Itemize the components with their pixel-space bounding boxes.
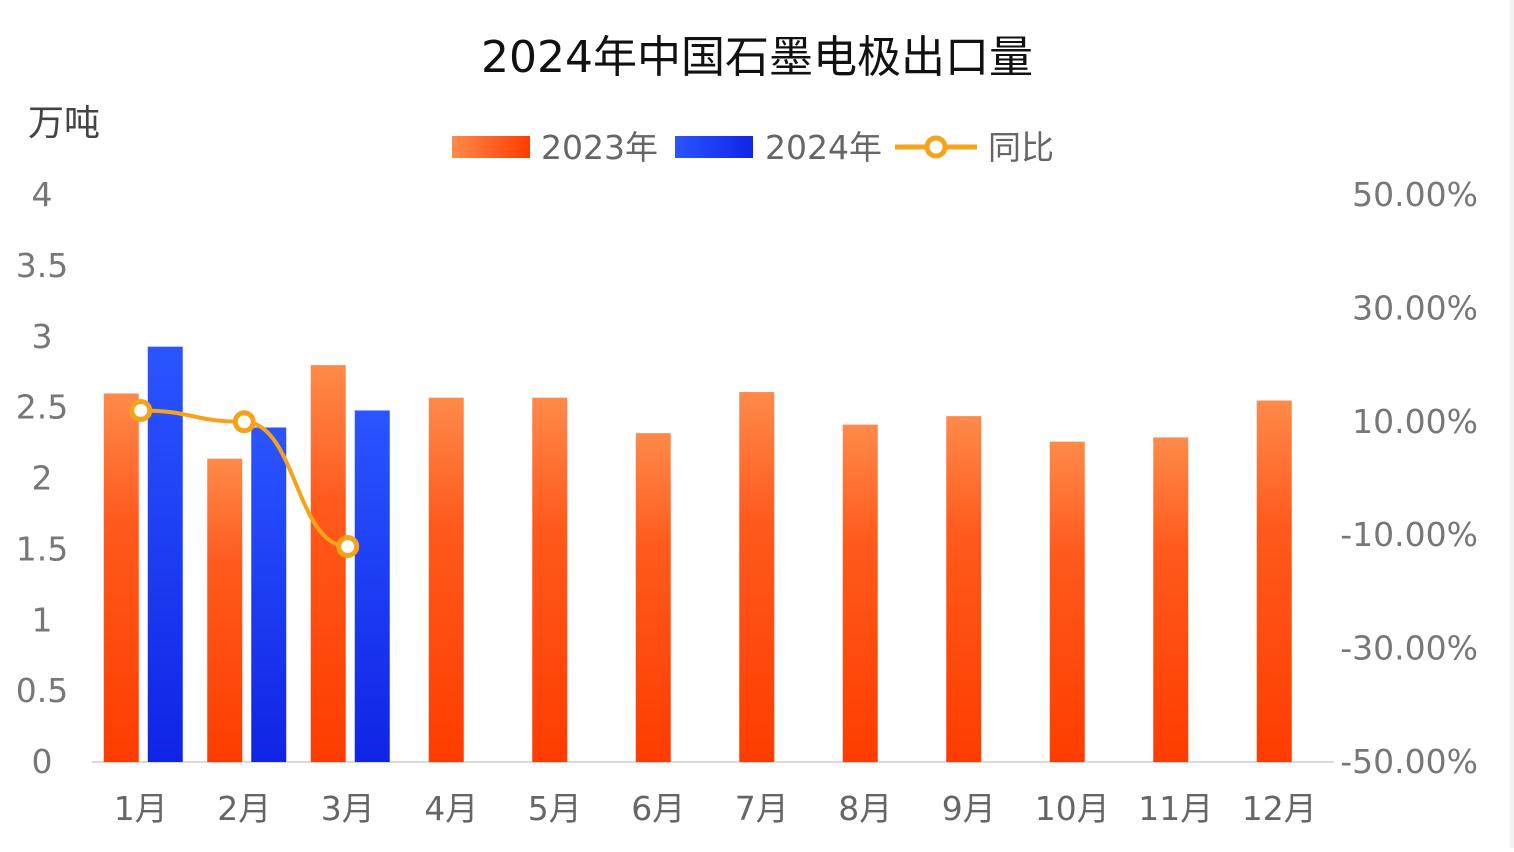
x-tick-label: 11月 (1138, 789, 1213, 828)
chart-title: 2024年中国石墨电极出口量 (481, 32, 1033, 83)
bar-2023 (739, 392, 775, 762)
y-right-axis: -50.00% -30.00% -10.00% 10.00% 30.00% 50.00% (1340, 175, 1478, 781)
bar-2023 (207, 458, 243, 762)
y-left-tick-label: 2.5 (16, 388, 68, 427)
y-left-axis: 0 0.5 1 1.5 2 2.5 3 3.5 4 (16, 175, 68, 781)
yoy-point (336, 535, 360, 559)
bar-2023 (635, 433, 671, 762)
x-tick-label: 2月 (217, 789, 271, 828)
y-left-tick-label: 2 (32, 459, 53, 498)
x-tick-label: 8月 (838, 789, 892, 828)
bar-2023 (1256, 400, 1292, 762)
legend-swatch-2023 (452, 136, 530, 158)
x-tick-label: 7月 (735, 789, 789, 828)
yoy-point (129, 398, 153, 422)
legend-label-yoy: 同比 (988, 128, 1054, 167)
y-left-tick-label: 4 (32, 175, 53, 214)
x-tick-label: 4月 (424, 789, 478, 828)
legend-label-2024: 2024年 (765, 128, 882, 167)
legend-marker-yoy (924, 135, 948, 159)
bar-series-group (103, 346, 1292, 762)
y-left-tick-label: 0 (32, 742, 53, 781)
x-tick-label: 3月 (321, 789, 375, 828)
legend-label-2023: 2023年 (541, 128, 658, 167)
yoy-point (232, 410, 256, 434)
y-left-tick-label: 3.5 (16, 246, 68, 285)
yoy-line-series (129, 398, 360, 559)
y-right-tick-label: 50.00% (1352, 175, 1478, 214)
bar-2024 (147, 346, 183, 762)
yoy-line (140, 408, 348, 549)
x-tick-label: 10月 (1035, 789, 1110, 828)
bar-2023 (946, 416, 982, 762)
y-right-tick-label: -50.00% (1340, 742, 1478, 781)
x-tick-label: 6月 (631, 789, 685, 828)
right-edge-divider (1510, 0, 1514, 848)
x-tick-label: 5月 (528, 789, 582, 828)
y-right-tick-label: 10.00% (1352, 402, 1478, 441)
y-left-tick-label: 1.5 (16, 529, 68, 568)
bar-2023 (428, 397, 464, 762)
y-left-unit-label: 万吨 (28, 103, 100, 144)
y-left-tick-label: 1 (32, 600, 53, 639)
x-tick-label: 12月 (1242, 789, 1317, 828)
bar-2023 (310, 365, 346, 762)
legend: 2023年 2024年 同比 (452, 128, 1054, 167)
bar-2023 (1153, 437, 1189, 762)
y-right-tick-label: -10.00% (1340, 515, 1478, 554)
x-axis: 1月 2月 3月 4月 5月 6月 7月 8月 9月 10月 11月 12月 (114, 789, 1317, 828)
bar-2023 (842, 424, 878, 762)
x-tick-label: 1月 (114, 789, 168, 828)
bar-2024 (354, 410, 390, 762)
bar-2023 (1049, 441, 1085, 762)
bar-2023 (532, 397, 568, 762)
bar-2024 (251, 427, 287, 762)
legend-swatch-2024 (675, 136, 753, 158)
y-right-tick-label: 30.00% (1352, 288, 1478, 327)
bar-2023 (103, 393, 139, 762)
y-left-tick-label: 3 (32, 317, 53, 356)
y-right-tick-label: -30.00% (1340, 629, 1478, 668)
x-tick-label: 9月 (942, 789, 996, 828)
y-left-tick-label: 0.5 (16, 671, 68, 710)
